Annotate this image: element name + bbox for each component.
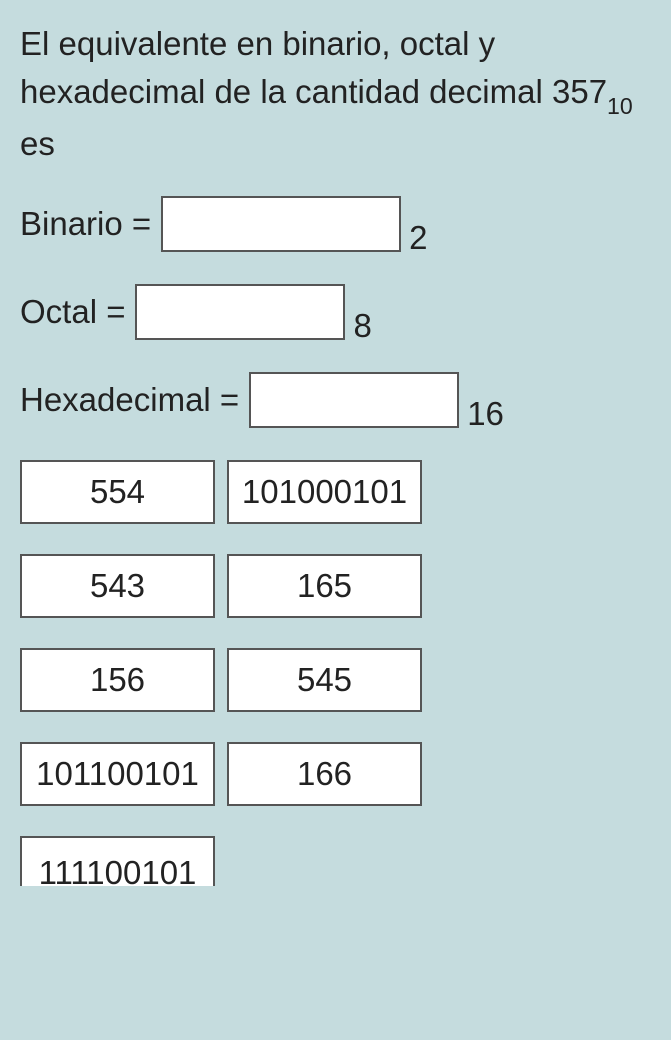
question-decimal: 357 xyxy=(552,73,607,110)
option-row: 156 545 xyxy=(20,648,651,712)
hex-input[interactable] xyxy=(249,372,459,428)
binary-base: 2 xyxy=(409,219,427,257)
option-row: 554 101000101 xyxy=(20,460,651,524)
question-suffix: es xyxy=(20,125,55,162)
hex-row: Hexadecimal = 16 xyxy=(20,372,651,428)
option-tile[interactable]: 101000101 xyxy=(227,460,422,524)
question-text: El equivalente en binario, octal y hexad… xyxy=(20,20,651,168)
option-tile[interactable]: 156 xyxy=(20,648,215,712)
option-value: 545 xyxy=(297,661,352,699)
option-tile[interactable]: 554 xyxy=(20,460,215,524)
option-value: 111100101 xyxy=(39,854,197,886)
option-tile[interactable]: 543 xyxy=(20,554,215,618)
octal-label: Octal = xyxy=(20,293,125,331)
option-tile[interactable]: 165 xyxy=(227,554,422,618)
option-tile[interactable]: 545 xyxy=(227,648,422,712)
option-tile[interactable]: 111100101 xyxy=(20,836,215,886)
binary-label: Binario = xyxy=(20,205,151,243)
options-grid: 554 101000101 543 165 156 545 101100101 … xyxy=(20,460,651,886)
binary-input[interactable] xyxy=(161,196,401,252)
option-value: 156 xyxy=(90,661,145,699)
option-value: 166 xyxy=(297,755,352,793)
option-row: 543 165 xyxy=(20,554,651,618)
binary-row: Binario = 2 xyxy=(20,196,651,252)
option-row: 101100101 166 xyxy=(20,742,651,806)
option-tile[interactable]: 166 xyxy=(227,742,422,806)
option-value: 101000101 xyxy=(242,473,407,511)
option-value: 101100101 xyxy=(36,755,199,793)
octal-input[interactable] xyxy=(135,284,345,340)
question-prefix: El equivalente en binario, octal y hexad… xyxy=(20,25,552,110)
hex-base: 16 xyxy=(467,395,504,433)
question-base: 10 xyxy=(607,93,633,119)
option-tile[interactable]: 101100101 xyxy=(20,742,215,806)
octal-base: 8 xyxy=(353,307,371,345)
hex-label: Hexadecimal = xyxy=(20,381,239,419)
option-value: 554 xyxy=(90,473,145,511)
option-value: 165 xyxy=(297,567,352,605)
option-value: 543 xyxy=(90,567,145,605)
option-row: 111100101 xyxy=(20,836,651,886)
octal-row: Octal = 8 xyxy=(20,284,651,340)
